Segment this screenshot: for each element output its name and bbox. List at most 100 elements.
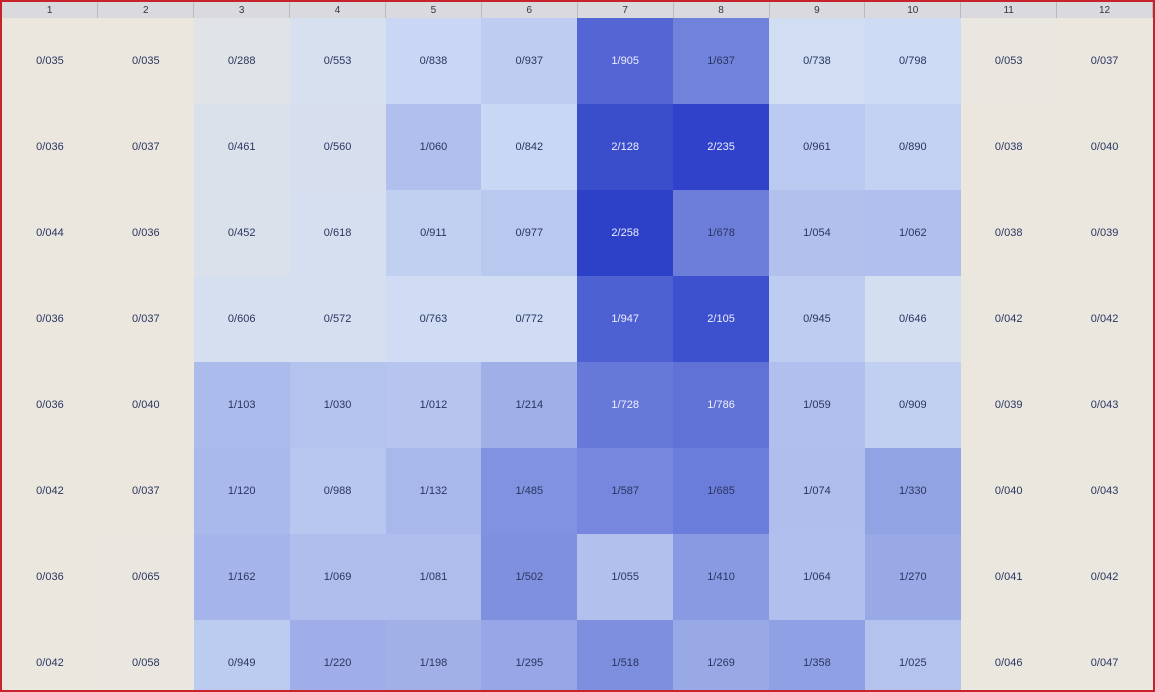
well-cell: 0/037 [1057, 18, 1153, 104]
well-cell: 0/039 [961, 362, 1057, 448]
column-header: 8 [673, 2, 769, 18]
well-cell: 0/036 [2, 534, 98, 620]
plate-table: 123456789101112 0/0350/0350/2880/5530/83… [2, 2, 1153, 692]
well-cell: 1/054 [769, 190, 865, 276]
well-cell: 1/059 [769, 362, 865, 448]
well-cell: 1/410 [673, 534, 769, 620]
column-header: 1 [2, 2, 98, 18]
well-cell: 1/060 [386, 104, 482, 190]
well-cell: 0/065 [98, 534, 194, 620]
well-cell: 1/103 [194, 362, 290, 448]
well-cell: 1/518 [577, 620, 673, 692]
well-cell: 1/587 [577, 448, 673, 534]
well-cell: 0/037 [98, 276, 194, 362]
well-cell: 1/012 [386, 362, 482, 448]
well-cell: 1/295 [481, 620, 577, 692]
well-cell: 1/062 [865, 190, 961, 276]
well-cell: 0/945 [769, 276, 865, 362]
well-cell: 0/452 [194, 190, 290, 276]
well-cell: 2/105 [673, 276, 769, 362]
well-cell: 0/043 [1057, 362, 1153, 448]
well-cell: 0/041 [961, 534, 1057, 620]
well-cell: 1/069 [290, 534, 386, 620]
column-header: 2 [98, 2, 194, 18]
well-cell: 0/040 [98, 362, 194, 448]
well-cell: 0/838 [386, 18, 482, 104]
well-cell: 0/288 [194, 18, 290, 104]
well-cell: 1/786 [673, 362, 769, 448]
well-cell: 0/053 [961, 18, 1057, 104]
well-cell: 1/637 [673, 18, 769, 104]
well-cell: 0/909 [865, 362, 961, 448]
well-cell: 0/036 [2, 362, 98, 448]
well-cell: 1/074 [769, 448, 865, 534]
well-cell: 1/330 [865, 448, 961, 534]
well-cell: 1/728 [577, 362, 673, 448]
well-cell: 0/040 [961, 448, 1057, 534]
column-header: 10 [865, 2, 961, 18]
well-cell: 0/036 [2, 276, 98, 362]
well-cell: 1/358 [769, 620, 865, 692]
well-cell: 0/646 [865, 276, 961, 362]
column-header: 12 [1057, 2, 1153, 18]
well-cell: 1/905 [577, 18, 673, 104]
well-cell: 0/911 [386, 190, 482, 276]
well-cell: 0/798 [865, 18, 961, 104]
well-cell: 0/046 [961, 620, 1057, 692]
well-cell: 1/120 [194, 448, 290, 534]
well-cell: 0/035 [2, 18, 98, 104]
well-cell: 0/042 [2, 448, 98, 534]
well-cell: 0/763 [386, 276, 482, 362]
well-cell: 0/572 [290, 276, 386, 362]
well-cell: 0/553 [290, 18, 386, 104]
well-cell: 0/988 [290, 448, 386, 534]
well-cell: 0/560 [290, 104, 386, 190]
well-cell: 0/044 [2, 190, 98, 276]
well-cell: 1/132 [386, 448, 482, 534]
well-cell: 1/678 [673, 190, 769, 276]
well-cell: 0/042 [1057, 276, 1153, 362]
well-cell: 0/606 [194, 276, 290, 362]
well-cell: 2/128 [577, 104, 673, 190]
well-cell: 0/890 [865, 104, 961, 190]
well-cell: 0/036 [2, 104, 98, 190]
well-cell: 1/030 [290, 362, 386, 448]
well-cell: 0/042 [961, 276, 1057, 362]
well-cell: 0/040 [1057, 104, 1153, 190]
well-cell: 1/270 [865, 534, 961, 620]
well-cell: 0/842 [481, 104, 577, 190]
column-header: 7 [577, 2, 673, 18]
well-cell: 0/037 [98, 104, 194, 190]
well-cell: 0/039 [1057, 190, 1153, 276]
well-cell: 0/037 [98, 448, 194, 534]
well-cell: 0/772 [481, 276, 577, 362]
column-header: 5 [386, 2, 482, 18]
well-cell: 1/025 [865, 620, 961, 692]
well-cell: 0/036 [98, 190, 194, 276]
column-header: 11 [961, 2, 1057, 18]
column-header: 4 [290, 2, 386, 18]
column-header: 9 [769, 2, 865, 18]
well-cell: 0/042 [1057, 534, 1153, 620]
well-cell: 0/042 [2, 620, 98, 692]
well-cell: 1/064 [769, 534, 865, 620]
well-cell: 0/618 [290, 190, 386, 276]
well-cell: 0/937 [481, 18, 577, 104]
well-cell: 1/162 [194, 534, 290, 620]
well-cell: 1/685 [673, 448, 769, 534]
well-cell: 1/214 [481, 362, 577, 448]
well-cell: 0/058 [98, 620, 194, 692]
well-cell: 1/055 [577, 534, 673, 620]
well-cell: 0/047 [1057, 620, 1153, 692]
well-cell: 0/738 [769, 18, 865, 104]
column-header: 6 [481, 2, 577, 18]
well-cell: 1/269 [673, 620, 769, 692]
